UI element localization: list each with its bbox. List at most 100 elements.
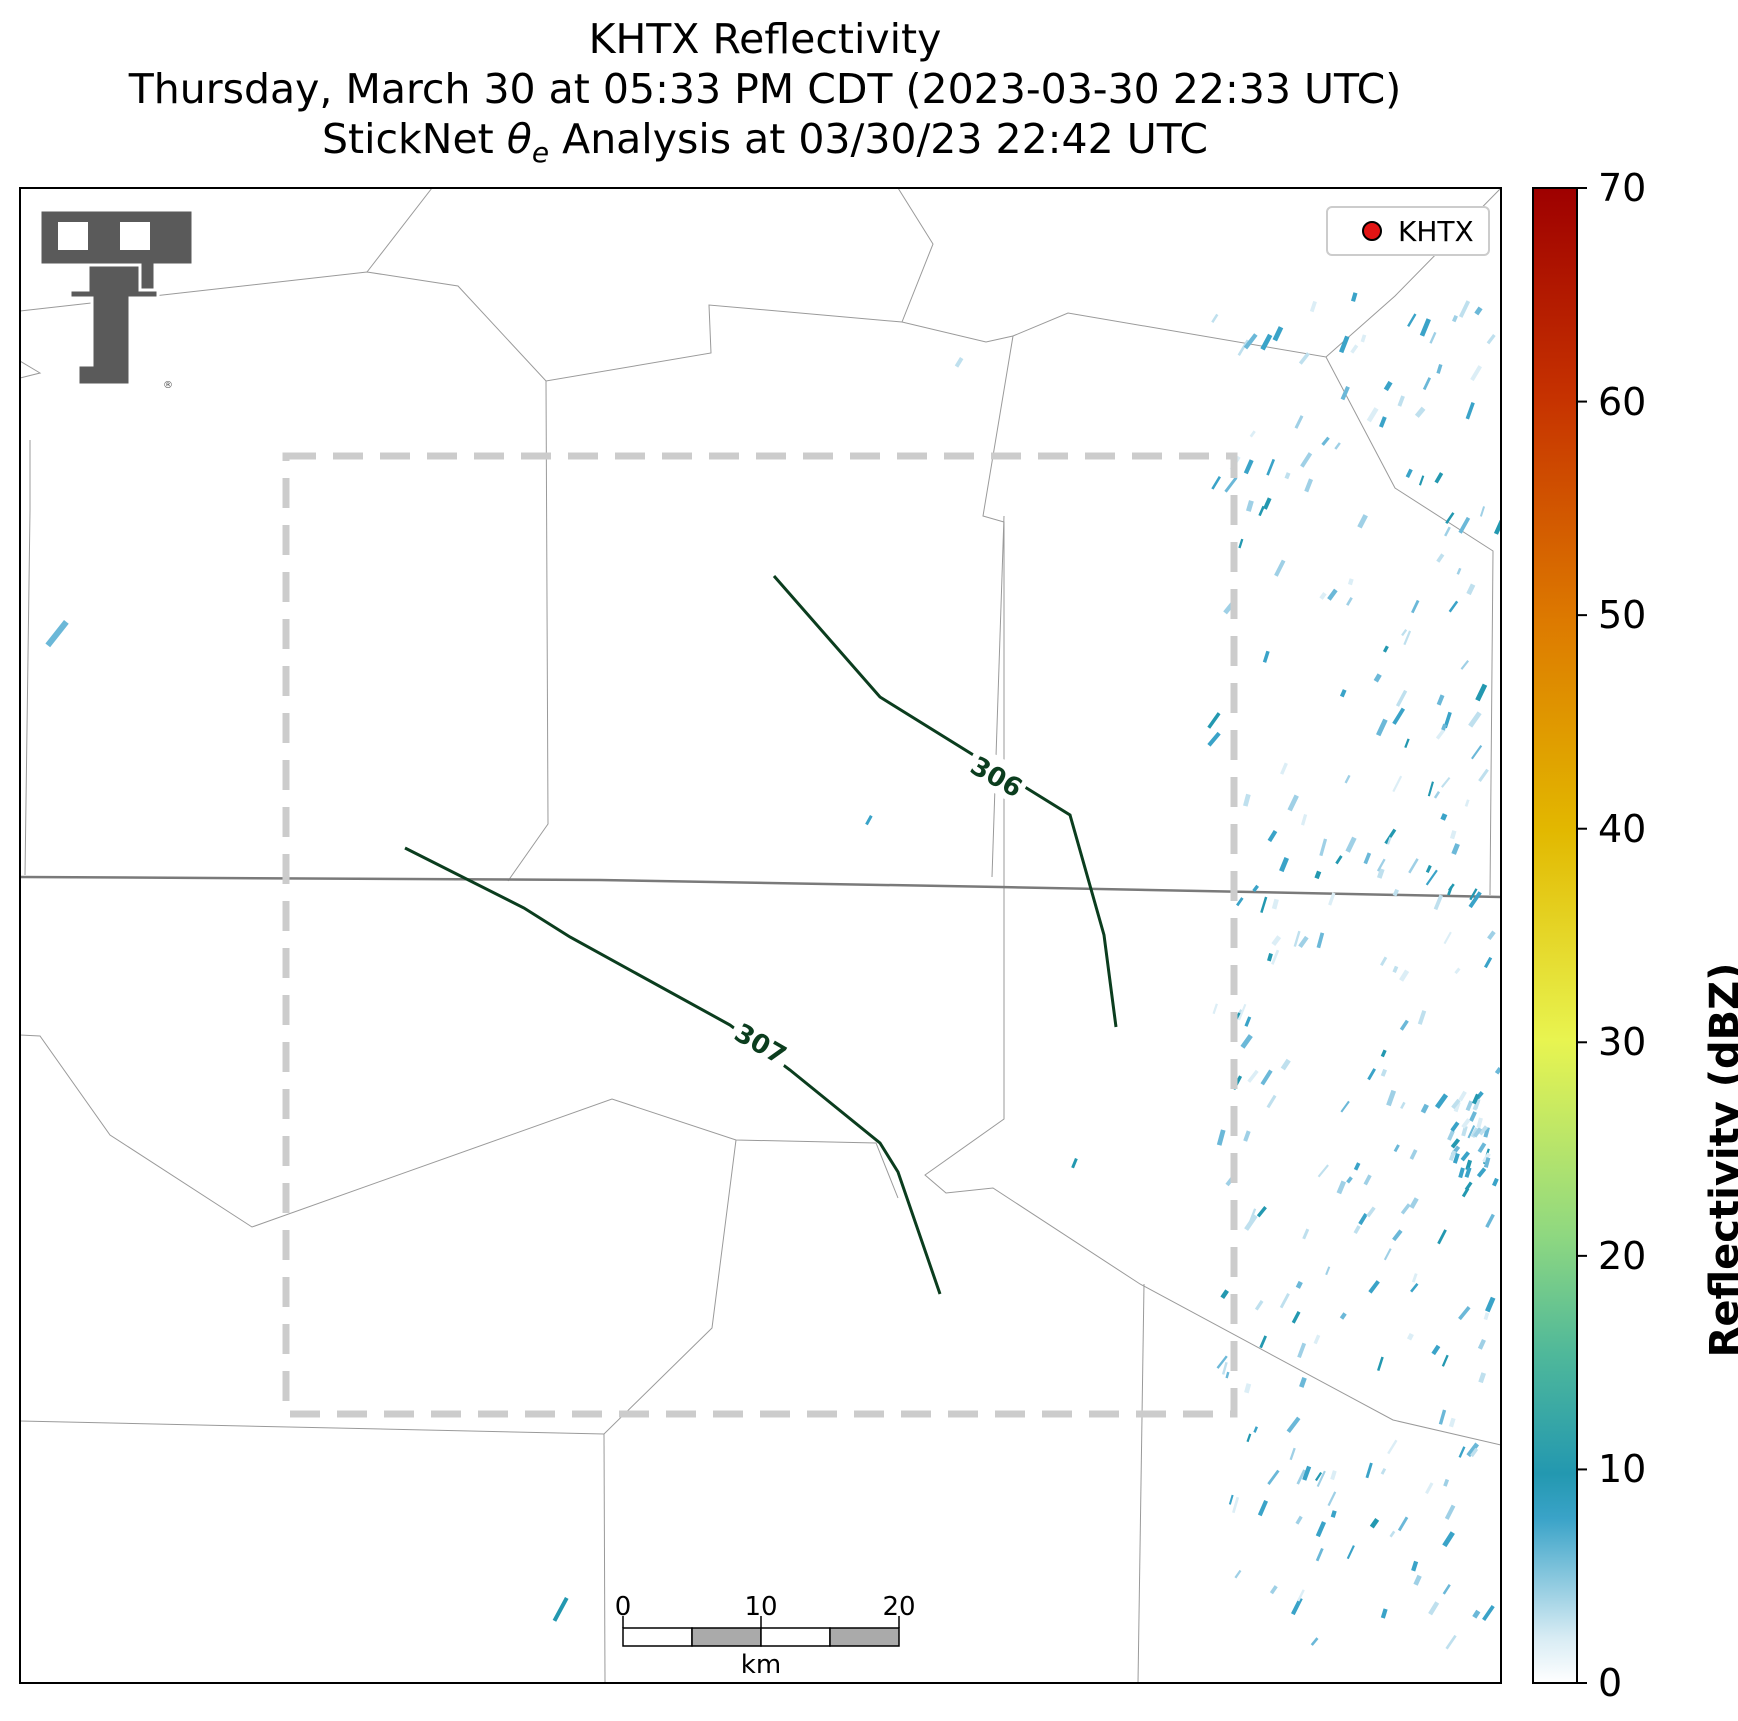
reflectivity-echo (1298, 935, 1309, 949)
reflectivity-echo (1429, 331, 1437, 344)
reflectivity-echo (1266, 458, 1276, 476)
reflectivity-echo (1302, 1228, 1310, 1240)
reflectivity-echo (1310, 1637, 1319, 1646)
reflectivity-echo (1313, 1334, 1321, 1345)
reflectivity-echo (1444, 1504, 1456, 1520)
reflectivity-echo (1260, 333, 1273, 351)
reflectivity-echo (1418, 475, 1425, 486)
reflectivity-echo (1441, 1354, 1449, 1367)
map-area (20, 188, 1501, 1683)
reflectivity-echo (1383, 1248, 1392, 1261)
reflectivity-echo (1315, 1547, 1324, 1562)
reflectivity-echo (1260, 1069, 1273, 1086)
reflectivity-echo (1373, 673, 1382, 683)
reflectivity-echo (1298, 352, 1310, 365)
reflectivity-echo (1441, 776, 1451, 788)
reflectivity-echo (1380, 1068, 1388, 1077)
reflectivity-echo (1314, 870, 1322, 880)
reflectivity-echo (1296, 1469, 1306, 1485)
reflectivity-echo (1444, 526, 1451, 537)
reflectivity-echo (1433, 894, 1444, 911)
reflectivity-echo (1247, 1069, 1259, 1083)
reflectivity-echo (1450, 1121, 1460, 1132)
reflectivity-echo (1228, 1494, 1234, 1505)
county-boundaries (20, 188, 1501, 1683)
reflectivity-echo (1369, 1518, 1380, 1529)
reflectivity-echo (1279, 857, 1289, 873)
reflectivity-echoes (45, 292, 1501, 1650)
reflectivity-echo (1380, 1468, 1387, 1475)
reflectivity-echo (1295, 1280, 1303, 1289)
contour-306 (772, 575, 1118, 1028)
reflectivity-echo (1458, 300, 1471, 318)
reflectivity-echo (1437, 1229, 1447, 1245)
reflectivity-echo (1339, 689, 1347, 698)
reflectivity-echo (1380, 1608, 1388, 1619)
reflectivity-echo (1347, 578, 1354, 586)
reflectivity-echo (1443, 1478, 1450, 1487)
reflectivity-echo (1395, 689, 1408, 707)
colorbar-tick-70: 70 (1598, 166, 1647, 210)
reflectivity-echo (1411, 1273, 1418, 1283)
reflectivity-echo (1293, 930, 1301, 947)
reflectivity-echo (1330, 1470, 1337, 1481)
reflectivity-echo (1464, 799, 1470, 807)
reflectivity-echo (1248, 1208, 1257, 1225)
reflectivity-echo (1419, 318, 1431, 337)
reflectivity-echo (1238, 538, 1244, 549)
reflectivity-echo (1232, 1496, 1240, 1514)
reflectivity-echo (1384, 828, 1397, 845)
reflectivity-echo (1346, 1176, 1353, 1184)
reflectivity-echo (1286, 1416, 1301, 1434)
reflectivity-echo (1211, 313, 1219, 323)
reflectivity-echo (1465, 1100, 1474, 1112)
reflectivity-echo (1474, 306, 1483, 316)
reflectivity-echo (1319, 838, 1328, 857)
reflectivity-echo (1360, 334, 1367, 343)
reflectivity-echo (1458, 1446, 1466, 1458)
reflectivity-echo (1257, 1499, 1269, 1517)
reflectivity-echo (1472, 1609, 1481, 1619)
reflectivity-echo (1458, 1090, 1467, 1102)
reflectivity-echo (1328, 892, 1336, 906)
reflectivity-echo (1221, 1361, 1228, 1375)
reflectivity-echo (1483, 1126, 1490, 1138)
colorbar (1532, 187, 1578, 1684)
reflectivity-echo (1334, 442, 1341, 450)
reflectivity-echo (1470, 1127, 1479, 1138)
reflectivity-echo (1271, 935, 1282, 946)
reflectivity-echo (1451, 843, 1460, 855)
scale-tick-20: 20 (882, 1592, 916, 1622)
reflectivity-echo (1404, 738, 1410, 749)
scale-tick-0: 0 (614, 1592, 632, 1622)
reflectivity-echo (1414, 406, 1426, 418)
reflectivity-echo (1448, 1417, 1456, 1428)
reflectivity-echo (1317, 1164, 1329, 1178)
reflectivity-echo (1272, 326, 1284, 342)
reflectivity-echo (1244, 1016, 1252, 1027)
reflectivity-echo (1436, 363, 1443, 374)
reflectivity-echo (1225, 1371, 1230, 1379)
reflectivity-echo (1456, 567, 1462, 575)
reflectivity-echo (1376, 868, 1385, 879)
contour-307-label-bg (725, 1012, 797, 1074)
reflectivity-echo (1493, 519, 1501, 535)
reflectivity-echo (1422, 377, 1432, 391)
theta-subscript: e (531, 136, 550, 170)
double-t-logo: ® (38, 208, 195, 391)
reflectivity-echo (1425, 869, 1438, 886)
reflectivity-echo (1472, 1127, 1483, 1138)
reflectivity-echo (1445, 1634, 1457, 1650)
reflectivity-echo (1274, 559, 1286, 577)
reflectivity-echo (1327, 1491, 1337, 1507)
reflectivity-echo (1392, 1229, 1403, 1242)
reflectivity-echo (1411, 599, 1420, 614)
reflectivity-echo (1471, 745, 1483, 760)
reflectivity-echo (1325, 1266, 1331, 1276)
reflectivity-echo (1243, 333, 1258, 350)
colorbar-tick-50: 50 (1598, 593, 1647, 637)
reflectivity-echo (1393, 1144, 1400, 1153)
reflectivity-echo (1476, 1167, 1487, 1178)
reflectivity-echo (1407, 313, 1417, 327)
reflectivity-echo (1476, 1117, 1483, 1129)
